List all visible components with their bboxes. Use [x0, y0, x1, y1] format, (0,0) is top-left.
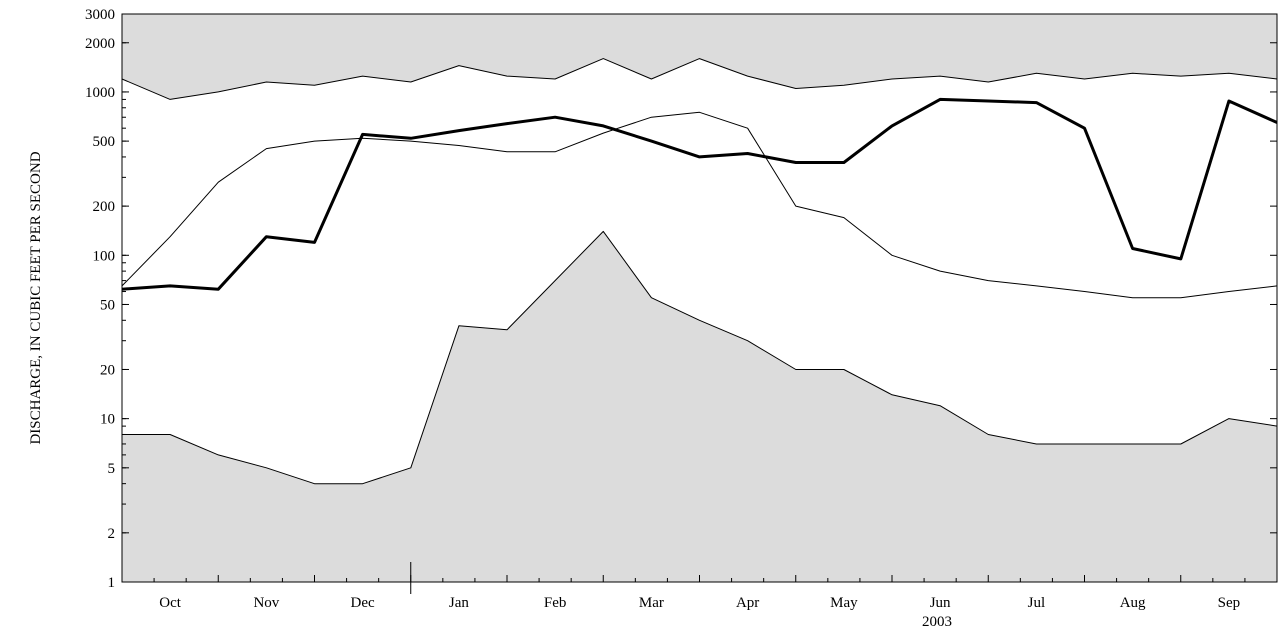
- x-axis-year-label: 2003: [922, 614, 952, 630]
- y-tick-label: 2: [108, 526, 116, 542]
- x-month-label: Sep: [1218, 595, 1241, 611]
- y-tick-label: 1000: [85, 85, 115, 101]
- x-month-label: Dec: [351, 595, 375, 611]
- x-month-label: Jul: [1028, 595, 1046, 611]
- x-month-label: Feb: [544, 595, 567, 611]
- y-tick-label: 100: [93, 248, 116, 264]
- y-axis: 1 2 5 10 20 50 100 200 500 1000 2000 3000: [85, 7, 1277, 591]
- x-axis: Oct Nov Dec Jan Feb Mar Apr May Jun Jul Aug Sep: [121, 562, 1246, 611]
- y-axis-label: DISCHARGE, IN CUBIC FEET PER SECOND: [28, 151, 44, 444]
- y-tick-label: 10: [100, 412, 115, 428]
- x-month-label: Nov: [253, 595, 279, 611]
- band-below-min: [122, 231, 1277, 582]
- y-tick-label: 2000: [85, 36, 115, 52]
- band-above-max: [122, 14, 1277, 100]
- x-month-label: Oct: [159, 595, 181, 611]
- series-mean-line: [121, 111, 1278, 299]
- series-current-year-line: [121, 97, 1278, 291]
- y-tick-label: 200: [93, 199, 116, 215]
- y-tick-label: 50: [100, 297, 115, 313]
- x-month-label: May: [830, 595, 858, 611]
- band-layer: [122, 14, 1277, 582]
- x-month-label: Jan: [449, 595, 469, 611]
- series-min-line: [122, 230, 1278, 485]
- y-tick-label: 3000: [85, 7, 115, 23]
- x-month-label: Aug: [1120, 595, 1146, 611]
- y-tick-label: 1: [108, 575, 116, 591]
- y-tick-label: 500: [93, 134, 116, 150]
- line-layer: [121, 58, 1278, 485]
- y-tick-label: 5: [108, 461, 116, 477]
- series-max-line: [121, 58, 1278, 100]
- x-month-label: Mar: [639, 595, 664, 611]
- x-month-label: Apr: [736, 595, 759, 611]
- y-tick-label: 20: [100, 362, 115, 378]
- x-month-label: Jun: [930, 595, 951, 611]
